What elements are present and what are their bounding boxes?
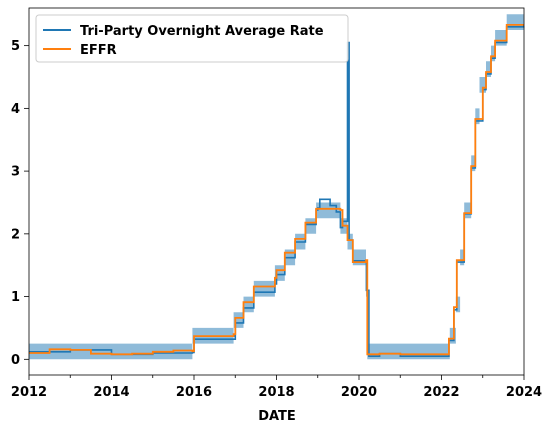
- y-tick-label: 5: [11, 39, 20, 54]
- series-line-effr: [29, 24, 524, 356]
- axes: 2012 2014 2016 2018 2020 2022 2024 0 1 2 3 4 5: [11, 7, 542, 400]
- target-range-band: [29, 14, 524, 360]
- x-tick-label: 2024: [506, 385, 542, 400]
- x-tick-label: 2014: [93, 385, 129, 400]
- x-tick-label: 2018: [258, 385, 294, 400]
- y-tick-label: 1: [11, 290, 20, 305]
- legend: Tri-Party Overnight Average Rate EFFR: [35, 14, 349, 63]
- legend-frame: [35, 14, 349, 63]
- plot-area: [29, 14, 525, 360]
- x-tick-label: 2012: [11, 385, 47, 400]
- plot-frame: [28, 7, 525, 376]
- x-axis-title: DATE: [258, 409, 296, 424]
- x-tick-label: 2020: [341, 385, 377, 400]
- series-line-tri-party: [29, 25, 525, 357]
- x-tick-label: 2022: [423, 385, 459, 400]
- x-tick-label: 2016: [176, 385, 212, 400]
- y-tick-label: 2: [11, 227, 20, 242]
- legend-label: Tri-Party Overnight Average Rate: [80, 24, 324, 39]
- y-tick-label: 3: [11, 165, 20, 180]
- legend-label: EFFR: [80, 43, 117, 58]
- y-tick-label: 4: [11, 102, 20, 117]
- y-tick-label: 0: [11, 353, 20, 368]
